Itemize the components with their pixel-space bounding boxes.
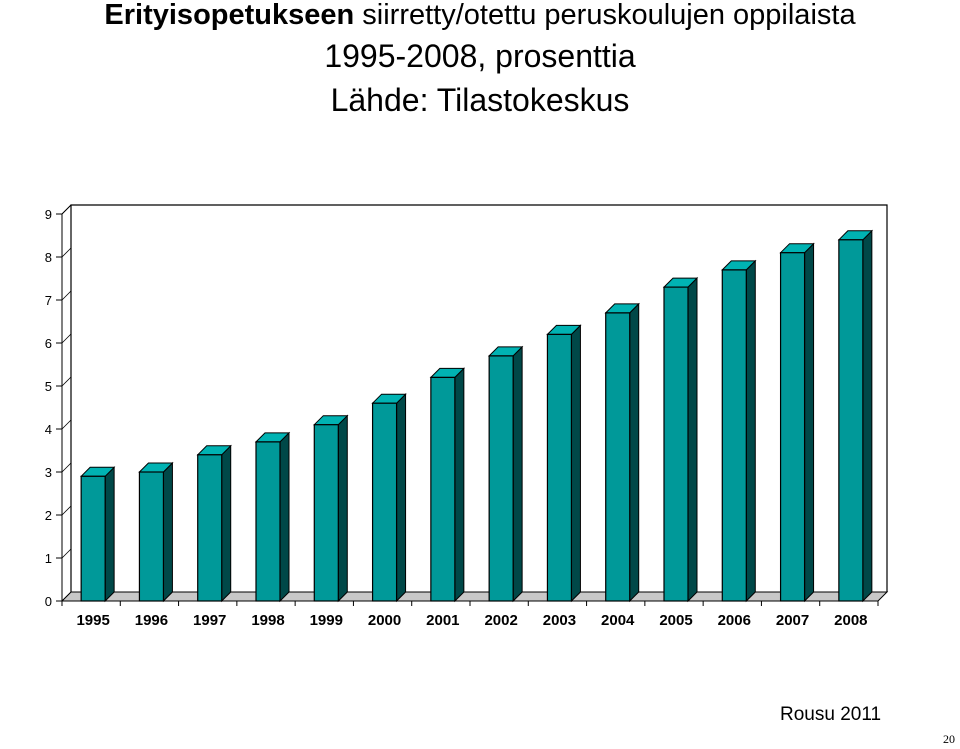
x-tick-label: 2008	[834, 612, 867, 629]
y-tick-label: 4	[45, 422, 52, 437]
y-tick-depth	[61, 204, 72, 215]
y-tick-label: 0	[45, 594, 52, 609]
bar	[779, 252, 806, 602]
y-tick-depth	[61, 419, 72, 430]
bar-side	[454, 367, 465, 603]
x-tick-label: 1999	[310, 612, 343, 629]
y-tick-label: 8	[45, 250, 52, 265]
y-tick-depth	[61, 462, 72, 473]
bar-side	[804, 242, 815, 603]
bar-side	[745, 259, 756, 603]
y-tick-depth	[61, 376, 72, 387]
bar	[605, 312, 631, 602]
bar-side	[162, 461, 173, 603]
y-tick-label: 2	[45, 508, 52, 523]
y-tick-label: 7	[45, 293, 52, 308]
bar-side	[629, 302, 640, 603]
bar	[80, 475, 106, 602]
bar-side	[570, 324, 581, 603]
y-tick-depth	[61, 247, 72, 258]
x-tick-label: 2004	[601, 612, 635, 629]
x-tick-label: 1995	[76, 612, 109, 629]
y-tick-label: 5	[45, 379, 52, 394]
bar-side	[221, 444, 232, 603]
bar	[663, 286, 689, 602]
title-line-1: Erityisopetukseen siirretty/otettu perus…	[0, 0, 960, 34]
bar	[488, 355, 514, 602]
y-tick-depth	[61, 548, 72, 559]
bar-side	[862, 229, 873, 603]
bar-side	[512, 345, 523, 603]
y-tick-label: 1	[45, 551, 52, 566]
bar	[313, 424, 339, 602]
x-tick-label: 2001	[426, 612, 459, 629]
x-tick-label: 2000	[368, 612, 401, 629]
bar	[371, 402, 398, 602]
x-tick-label: 1998	[251, 612, 284, 629]
y-tick-depth	[61, 290, 72, 301]
x-tick-label: 2006	[718, 612, 751, 629]
bar	[197, 454, 223, 602]
bar	[255, 441, 281, 602]
bar	[546, 333, 573, 602]
bar	[430, 376, 456, 602]
y-tick-depth	[61, 505, 72, 516]
credit-text: Rousu 2011	[780, 704, 882, 725]
bar-side	[279, 431, 290, 603]
x-tick-label: 1996	[135, 612, 168, 629]
back-wall-outline	[70, 204, 888, 592]
y-tick-label: 3	[45, 465, 52, 480]
x-tick-label: 2005	[659, 612, 692, 629]
bar	[838, 239, 864, 602]
x-tick-label: 2002	[484, 612, 517, 629]
bar-side	[396, 392, 407, 603]
title-rest-part: siirretty/otettu peruskoulujen oppilaist…	[362, 0, 856, 31]
title-bold-part: Erityisopetukseen	[104, 0, 355, 31]
bar-side	[104, 466, 115, 603]
title-line-2: 1995-2008, prosenttia	[324, 38, 636, 74]
bar	[721, 269, 747, 602]
y-tick-label: 6	[45, 336, 52, 351]
x-tick-label: 2007	[776, 612, 809, 629]
x-tick-label: 1997	[193, 612, 226, 629]
x-tick-label: 2003	[543, 612, 576, 629]
y-tick-depth	[61, 333, 72, 344]
bar-side	[337, 414, 348, 603]
y-tick-label: 9	[45, 207, 52, 222]
title-line-3: Lähde: Tilastokeskus	[330, 82, 630, 118]
bar-side	[687, 276, 698, 603]
chart-floor	[60, 591, 889, 602]
bar	[138, 471, 165, 602]
page-number: 20	[943, 732, 955, 746]
chart-title: Erityisopetukseen siirretty/otettu perus…	[0, 0, 960, 122]
y-tick-depth	[61, 591, 72, 602]
